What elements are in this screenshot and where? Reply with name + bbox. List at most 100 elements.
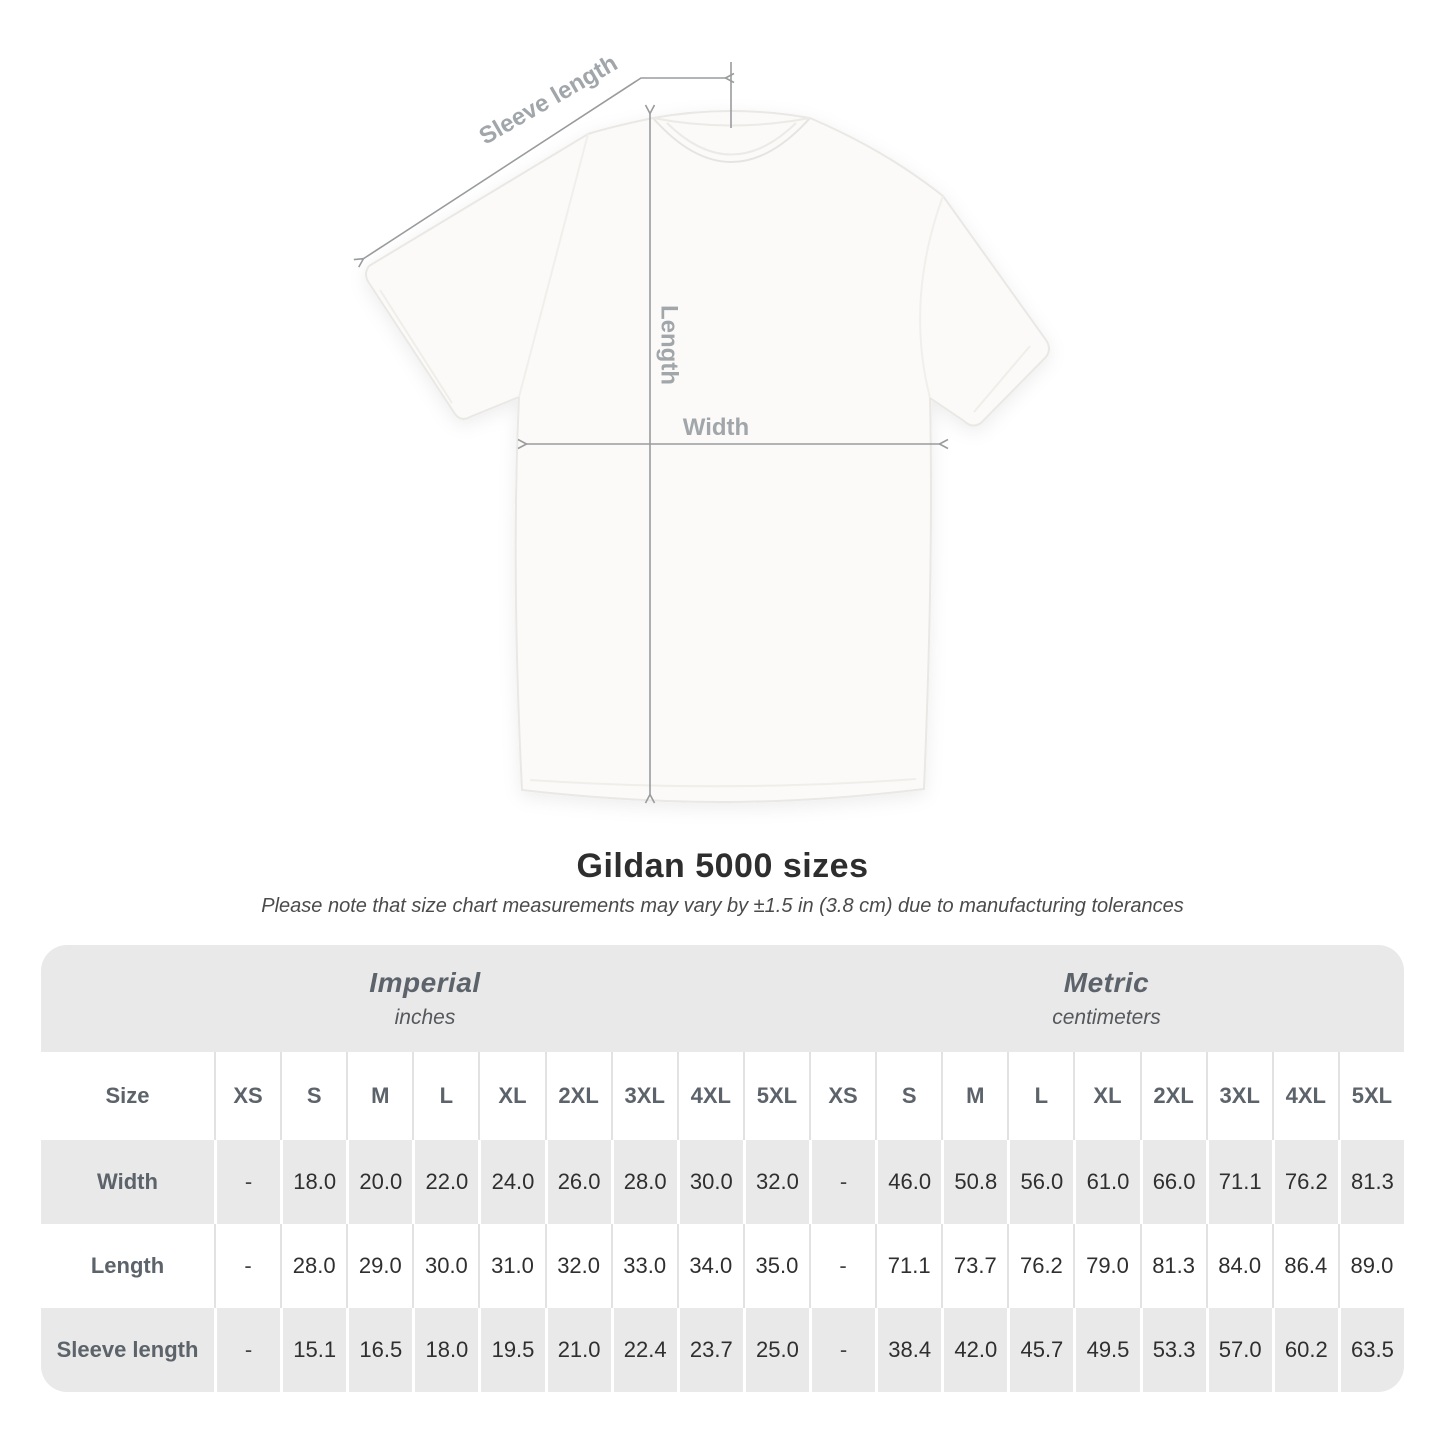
table-row-sleeve-length: Sleeve length -15.1 16.5 18.0 19.5 21.0 22.4 23… [41,1308,1404,1392]
metric-value: 46.0 [875,1140,942,1224]
size-column-header-imperial-5xl: 5XL [742,1052,809,1140]
metric-value: 71.1 [875,1224,941,1308]
size-column-header-imperial-2xl: 2XL [544,1052,611,1140]
imperial-value: 29.0 [346,1224,412,1308]
size-table: Imperial inches Metric centimeters Size X… [41,945,1404,1392]
imperial-value: 24.0 [478,1140,545,1224]
metric-value: 84.0 [1205,1224,1272,1308]
metric-value: - [809,1308,876,1392]
size-column-header-imperial-3xl: 3XL [610,1052,677,1140]
row-label: Width [41,1140,214,1224]
size-column-header-metric-m: M [941,1052,1007,1140]
metric-value: 50.8 [941,1140,1008,1224]
metric-value: 81.3 [1337,1140,1404,1224]
metric-value: 57.0 [1205,1308,1272,1392]
size-column-header-imperial-4xl: 4XL [676,1052,743,1140]
metric-value: 71.1 [1205,1140,1272,1224]
metric-value: 76.2 [1271,1140,1338,1224]
length-label: Length [656,305,683,385]
imperial-value: 28.0 [610,1140,677,1224]
imperial-value: 15.1 [280,1308,347,1392]
metric-value: 45.7 [1007,1308,1074,1392]
imperial-value: 35.0 [742,1224,809,1308]
right-cuff-seam [973,345,1031,413]
unit-group-imperial: Imperial inches [41,945,809,1052]
left-cuff-seam [379,289,453,404]
imperial-value: 25.0 [742,1308,809,1392]
metric-sublabel: centimeters [1052,1006,1161,1029]
imperial-value: 30.0 [412,1224,478,1308]
imperial-label: Imperial [369,967,481,998]
metric-value: 89.0 [1337,1224,1404,1308]
imperial-value: 22.4 [610,1308,677,1392]
table-row-width: Width -18.0 20.0 22.0 24.0 26.0 28.0 30.0 32.0-4… [41,1140,1404,1224]
size-column-header-metric-4xl: 4XL [1271,1052,1338,1140]
metric-value: 63.5 [1337,1308,1404,1392]
imperial-value: 18.0 [280,1140,347,1224]
tshirt-body [365,110,1050,804]
size-column-header-imperial-l: L [412,1052,478,1140]
imperial-value: 20.0 [346,1140,413,1224]
tolerance-note: Please note that size chart measurements… [261,895,1184,917]
imperial-value: 33.0 [610,1224,677,1308]
metric-value: 49.5 [1073,1308,1140,1392]
tshirt-measurement-diagram: Sleeve length Length Width [0,50,1050,845]
size-corner-header: Size [105,1083,150,1108]
unit-group-metric: Metric centimeters [809,945,1404,1052]
row-label: Sleeve length [41,1308,214,1392]
imperial-value: 30.0 [676,1140,743,1224]
imperial-value: 32.0 [742,1140,809,1224]
metric-value: 76.2 [1007,1224,1073,1308]
imperial-value: 19.5 [478,1308,545,1392]
size-column-header-metric-5xl: 5XL [1337,1052,1404,1140]
imperial-value: - [214,1140,281,1224]
metric-value: 73.7 [941,1224,1007,1308]
imperial-value: 32.0 [544,1224,611,1308]
imperial-value: 31.0 [478,1224,544,1308]
size-column-header-metric-l: L [1007,1052,1073,1140]
imperial-value: 23.7 [676,1308,743,1392]
imperial-value: - [214,1224,280,1308]
imperial-value: 18.0 [412,1308,479,1392]
size-column-header-metric-xl: XL [1073,1052,1139,1140]
width-label: Width [683,414,749,441]
imperial-value: 28.0 [280,1224,346,1308]
size-column-header-metric-xs: XS [809,1052,875,1140]
size-header-row: Size XS S M L XL 2XL 3XL 4XL 5XL XS S M L XL 2XL 3XL 4XL 5… [41,1052,1404,1140]
metric-value: 53.3 [1139,1308,1206,1392]
metric-value: 60.2 [1271,1308,1338,1392]
page-title: Gildan 5000 sizes [576,847,869,885]
imperial-value: 16.5 [346,1308,413,1392]
right-armhole-seam [919,195,944,399]
metric-value: 86.4 [1271,1224,1338,1308]
metric-label: Metric [1063,967,1150,998]
size-column-header-metric-s: S [875,1052,941,1140]
metric-value: 79.0 [1073,1224,1139,1308]
metric-value: 66.0 [1139,1140,1206,1224]
size-column-header-imperial-m: M [346,1052,412,1140]
table-row-length: Length -28.0 29.0 30.0 31.0 32.0 33.0 34.0 35.0-… [41,1224,1404,1308]
metric-value: 56.0 [1007,1140,1074,1224]
metric-value: 81.3 [1139,1224,1206,1308]
size-table-rows: Size XS S M L XL 2XL 3XL 4XL 5XL XS S M L XL 2XL 3XL 4XL 5… [41,1052,1404,1392]
metric-value: 61.0 [1073,1140,1140,1224]
sleeve-length-arrow [363,78,726,259]
size-column-header-metric-3xl: 3XL [1205,1052,1272,1140]
imperial-sublabel: inches [394,1006,456,1029]
hem-seam [529,778,917,788]
imperial-value: 34.0 [676,1224,743,1308]
size-column-header-metric-2xl: 2XL [1139,1052,1206,1140]
size-column-header-imperial-xl: XL [478,1052,544,1140]
row-label: Length [90,1253,165,1278]
imperial-value: 22.0 [412,1140,479,1224]
size-column-header-imperial-xs: XS [214,1052,280,1140]
imperial-value: 26.0 [544,1140,611,1224]
imperial-value: - [214,1308,281,1392]
imperial-value: 21.0 [544,1308,611,1392]
tshirt-shape [365,110,1050,804]
unit-band: Imperial inches Metric centimeters [41,945,1404,1052]
metric-value: 42.0 [941,1308,1008,1392]
metric-value: - [809,1224,875,1308]
size-column-header-imperial-s: S [280,1052,346,1140]
